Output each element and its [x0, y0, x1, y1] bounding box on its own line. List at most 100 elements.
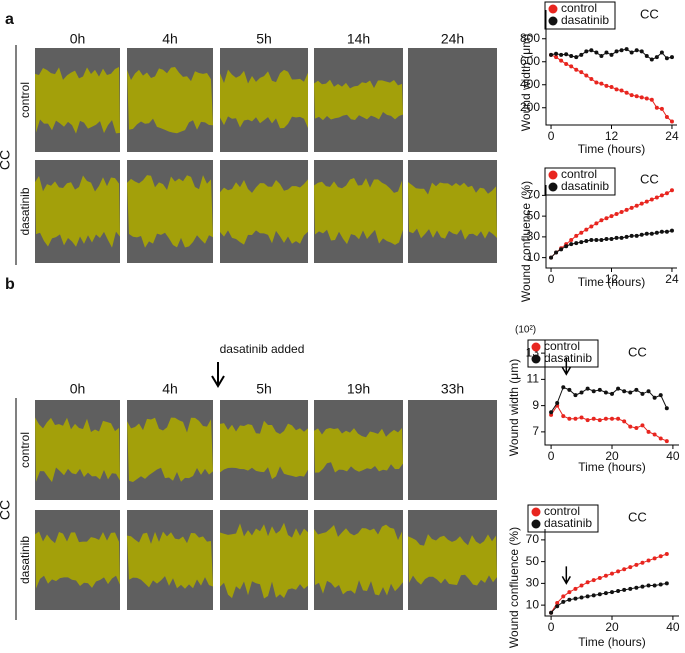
data-point	[584, 227, 589, 232]
data-point	[554, 55, 559, 60]
data-point	[555, 604, 560, 609]
data-point	[634, 48, 639, 53]
data-point	[591, 416, 596, 421]
legend-box	[544, 1, 616, 30]
data-point	[569, 237, 574, 242]
time-label: 5h	[256, 381, 272, 397]
legend-marker	[548, 182, 558, 192]
data-point	[594, 80, 599, 85]
data-point	[639, 201, 644, 206]
y-axis-label: Wound width (μm)	[519, 34, 533, 131]
data-point	[634, 94, 639, 99]
data-point	[604, 50, 609, 55]
legend-label: dasatinib	[544, 351, 592, 365]
data-point	[549, 610, 554, 615]
data-point	[597, 592, 602, 597]
data-point	[585, 418, 590, 423]
wound-area	[314, 524, 403, 596]
data-point	[603, 573, 608, 578]
data-point	[554, 51, 559, 56]
data-point	[614, 212, 619, 217]
data-point	[609, 85, 614, 90]
data-point	[559, 247, 564, 252]
legend-label: control	[544, 504, 580, 518]
data-point	[659, 50, 664, 55]
time-label: 19h	[347, 381, 370, 397]
data-point	[646, 429, 651, 434]
data-point	[584, 49, 589, 54]
data-point	[646, 389, 651, 394]
data-point	[664, 229, 669, 234]
wound-area	[220, 522, 308, 599]
data-point	[654, 55, 659, 60]
data-point	[649, 97, 654, 102]
x-axis-label: Time (hours)	[578, 275, 646, 289]
y-tick-label: 50	[526, 554, 540, 568]
data-point	[634, 203, 639, 208]
legend-label: control	[561, 167, 597, 181]
data-point	[669, 228, 674, 233]
data-point	[579, 52, 584, 57]
data-point	[622, 419, 627, 424]
wound-area	[314, 79, 403, 121]
data-point	[640, 584, 645, 589]
y-tick-label: 800	[520, 31, 540, 45]
data-point	[567, 590, 572, 595]
data-point	[654, 195, 659, 200]
data-point	[610, 391, 614, 396]
data-point	[624, 90, 629, 95]
data-point	[669, 188, 674, 193]
x-axis-label: Time (hours)	[578, 142, 646, 156]
data-point	[622, 587, 627, 592]
data-point	[639, 232, 644, 237]
data-point	[589, 237, 594, 242]
data-point	[594, 237, 599, 242]
x-tick-label: 0	[548, 449, 555, 463]
note: dasatinib added	[220, 342, 305, 356]
group-label: CC	[0, 150, 13, 170]
data-point	[649, 197, 654, 202]
data-point	[644, 231, 649, 236]
row-label: control	[18, 432, 32, 468]
data-point	[629, 93, 634, 98]
data-point	[646, 558, 651, 563]
axis-multiplier: (10²)	[515, 325, 536, 336]
x-tick-label: 0	[548, 129, 555, 143]
x-tick-label: 12	[605, 272, 619, 286]
data-point	[594, 221, 599, 226]
data-point	[664, 191, 669, 196]
legend-label: control	[561, 1, 597, 15]
data-point	[561, 599, 566, 604]
x-tick-label: 40	[666, 620, 680, 634]
y-tick-label: 9	[532, 398, 539, 412]
data-point	[634, 425, 639, 430]
data-point	[659, 229, 664, 234]
wound-area	[127, 531, 213, 589]
y-axis-label: Wound confluence (%)	[519, 181, 533, 302]
y-tick-label: 30	[526, 576, 540, 590]
legend-marker	[548, 4, 558, 14]
data-point	[664, 406, 669, 411]
data-point	[654, 105, 659, 110]
time-label: 24h	[441, 31, 464, 47]
x-tick-label: 20	[605, 449, 619, 463]
data-point	[569, 64, 574, 69]
series-line	[550, 230, 673, 258]
time-label: 4h	[162, 381, 178, 397]
data-point	[567, 416, 572, 421]
data-point	[622, 389, 627, 394]
data-point	[591, 389, 596, 394]
x-tick-label: 12	[605, 129, 619, 143]
data-point	[579, 415, 584, 420]
data-point	[579, 390, 584, 395]
micrograph	[408, 400, 497, 500]
time-label: 33h	[441, 381, 464, 397]
data-point	[579, 70, 584, 75]
legend-marker	[548, 16, 558, 26]
data-point	[591, 593, 596, 598]
micrograph	[408, 48, 497, 152]
y-axis-label: Wound width (μm)	[507, 359, 521, 456]
wound-area	[314, 427, 403, 473]
data-point	[646, 583, 651, 588]
group-label: CC	[0, 500, 13, 520]
